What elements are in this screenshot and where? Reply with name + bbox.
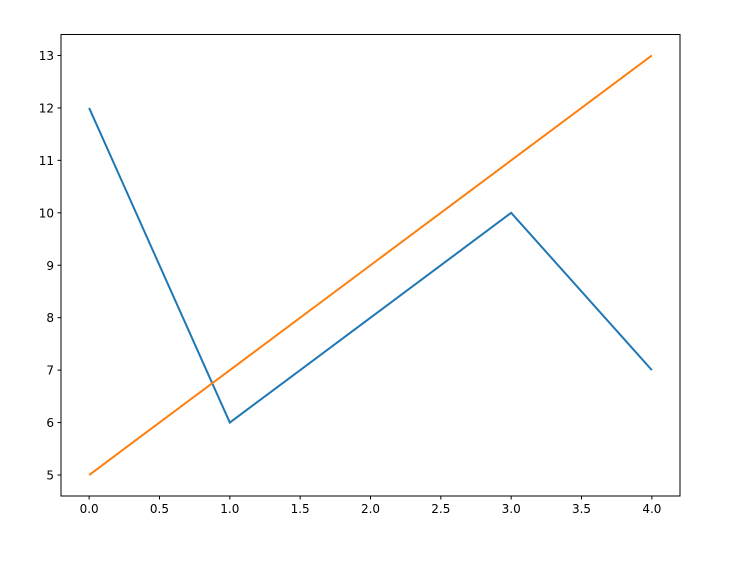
- x-tick-label: 0.0: [80, 502, 99, 516]
- series-line-0: [88, 107, 653, 425]
- y-tick-label: 7: [46, 364, 54, 378]
- y-tick-label: 6: [46, 416, 54, 430]
- y-tick-label: 13: [39, 49, 54, 63]
- y-tick-label: 9: [46, 259, 54, 273]
- series-line-1: [88, 54, 653, 476]
- y-tick-label: 5: [46, 469, 54, 483]
- y-tick-label: 12: [39, 101, 54, 115]
- x-tick-label: 1.5: [291, 502, 310, 516]
- x-tick-label: 3.5: [572, 502, 591, 516]
- y-tick-label: 8: [46, 311, 54, 325]
- x-tick-label: 1.0: [220, 502, 239, 516]
- x-tick-label: 2.0: [361, 502, 380, 516]
- x-tick-label: 4.0: [642, 502, 661, 516]
- x-tick-label: 3.0: [502, 502, 521, 516]
- y-tick-label: 11: [39, 154, 54, 168]
- axes-frame: [60, 34, 681, 497]
- x-tick-label: 2.5: [431, 502, 450, 516]
- x-tick-label: 0.5: [150, 502, 169, 516]
- y-tick-label: 10: [39, 206, 54, 220]
